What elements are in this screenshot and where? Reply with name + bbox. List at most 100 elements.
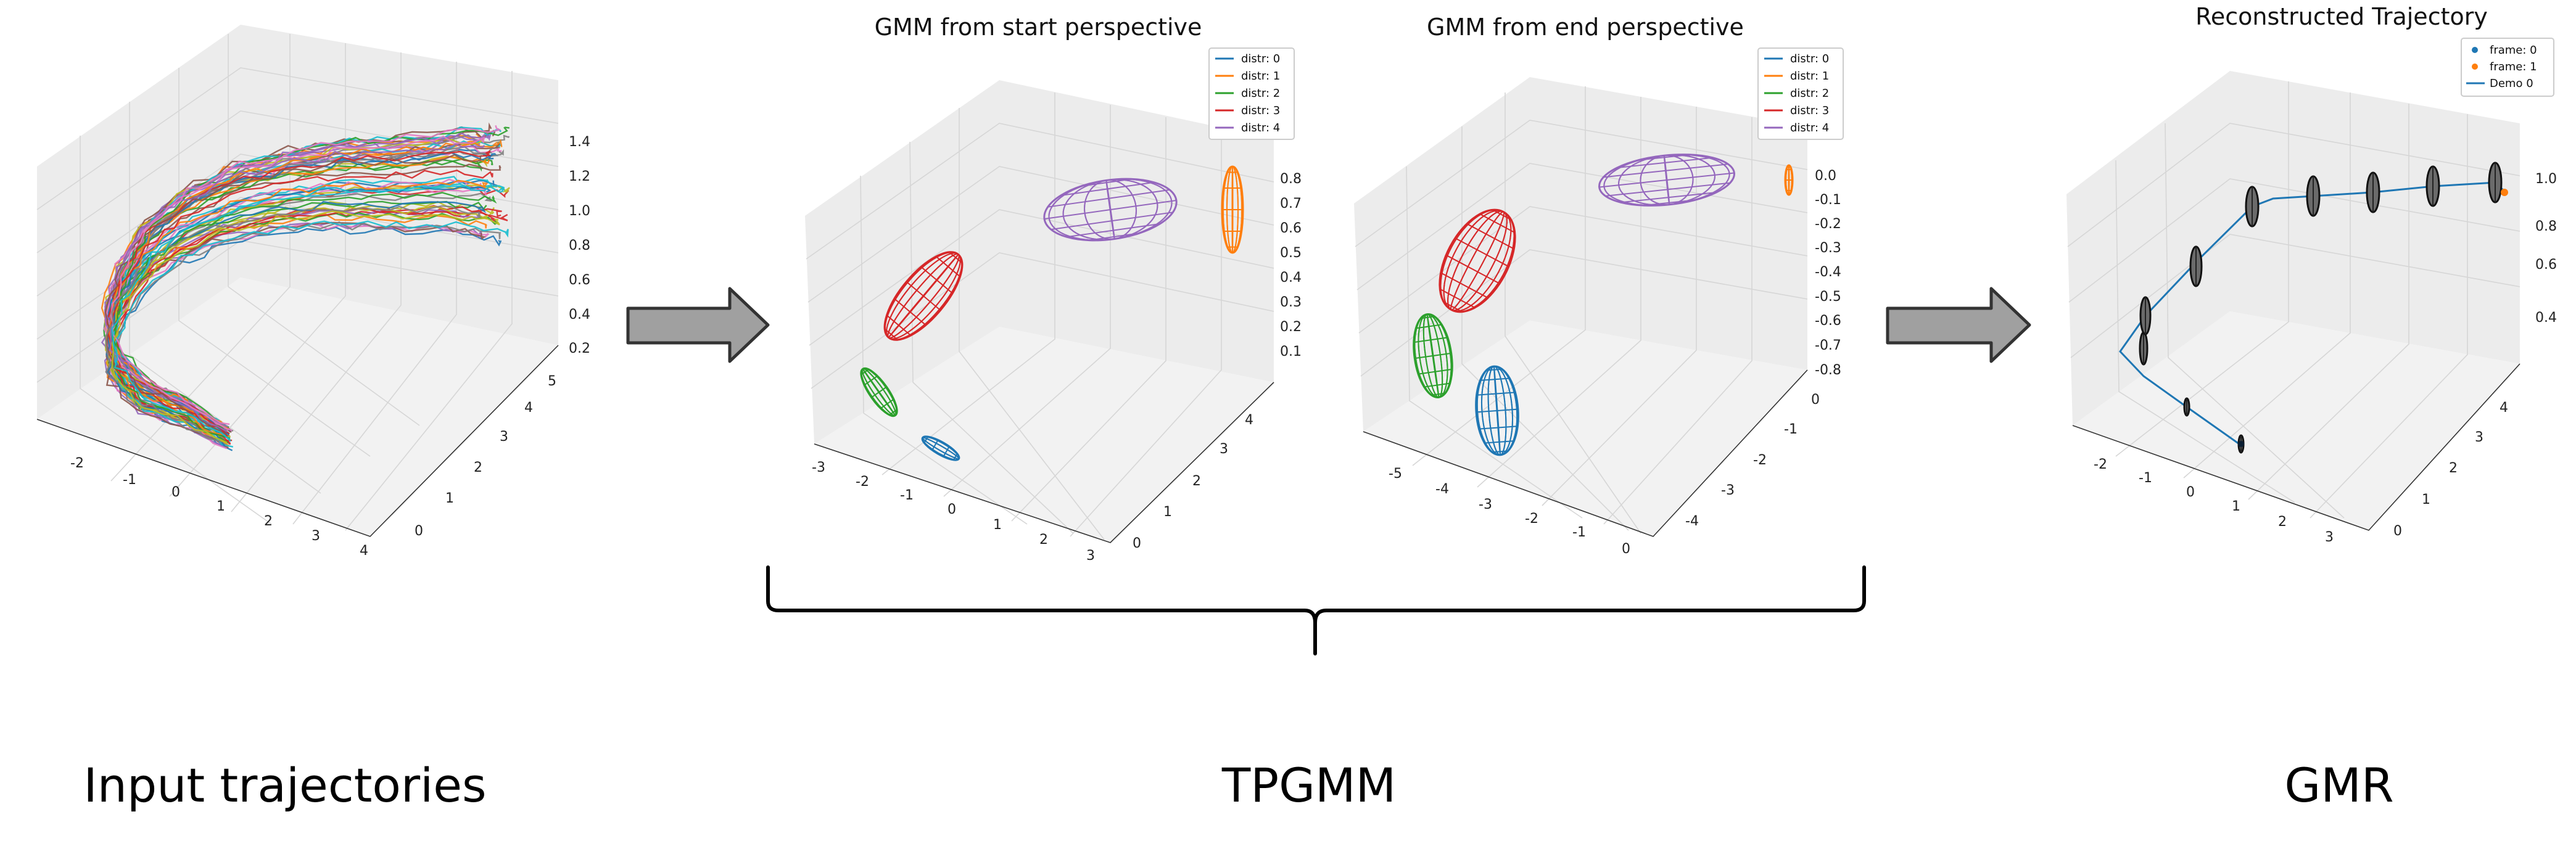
pane-back-wall: [1530, 77, 1807, 370]
ellipsoid-parallel: [1420, 316, 1435, 319]
x-tick-label: 0: [1622, 541, 1630, 557]
ellipsoid-meridian: [1048, 178, 1173, 241]
trajectory-line: [105, 221, 486, 449]
x-tick-label: 2: [264, 514, 273, 529]
x-tick-labels: -2 -1 0 1 2 3 4: [70, 456, 368, 559]
legend-entry: distr: 2: [1215, 87, 1280, 100]
y-tick-label: -3: [1721, 483, 1735, 498]
ellipsoid-parallel: [920, 266, 953, 294]
z-tick-label: 1.0: [2535, 171, 2557, 187]
legend-entry: distr: 1: [1764, 70, 1829, 83]
ellipsoid-parallel: [1492, 209, 1512, 221]
legend-box: [1208, 47, 1295, 140]
z-tick-label: -0.3: [1815, 240, 1841, 256]
frame-marker: [2501, 189, 2508, 196]
gaussian-ellipsoid: [1413, 313, 1453, 398]
pane-back-wall: [241, 25, 558, 345]
pane-floor: [37, 277, 558, 536]
z-tick-label: -0.6: [1815, 313, 1841, 329]
gaussian-ellipsoid: [1043, 178, 1178, 242]
ellipsoid-parallel: [1081, 178, 1132, 187]
y-tick-label: 4: [2500, 400, 2508, 416]
ellipsoid-parallel: [1466, 223, 1514, 250]
y-tick-label: 3: [1220, 441, 1228, 457]
legend-label: Demo 0: [2490, 77, 2533, 90]
x-tick-labels: -3 -2 -1 0 1 2 3: [812, 460, 1095, 564]
legend-entry: distr: 2: [1764, 87, 1829, 100]
pane-left-wall: [37, 25, 241, 419]
trajectory-line: [110, 125, 502, 425]
input-trajectory-lines: [101, 122, 510, 451]
ellipsoid-parallel: [1443, 301, 1463, 313]
legend-label: distr: 3: [1790, 104, 1829, 117]
legend: frame: 0 frame: 1 Demo 0: [2461, 38, 2554, 97]
legend-entry: distr: 3: [1215, 104, 1280, 117]
ellipsoid-parallel: [943, 446, 950, 457]
ellipsoid-meridian: [861, 368, 898, 417]
pane-left-wall: [1354, 77, 1530, 432]
x-tick-label: -1: [123, 472, 136, 488]
x-tick-label: 1: [217, 499, 225, 514]
x-tick-labels: -5 -4 -3 -2 -1 0: [1389, 466, 1630, 557]
pane-floor: [1363, 321, 1807, 536]
z-tick-label: 0.4: [569, 307, 590, 322]
ellipsoid-parallel: [1617, 157, 1713, 168]
x-tick-labels: -2 -1 0 1 2 3: [2094, 457, 2334, 545]
y-tick-label: 1: [1163, 504, 1172, 520]
legend-label: frame: 0: [2490, 44, 2537, 57]
z-tick-label: 0.8: [569, 238, 590, 253]
pane-floor: [814, 327, 1274, 543]
ellipsoid-parallel: [931, 440, 939, 451]
gmm-start-panel: GMM from start perspective -3 -2 -1 0 1 …: [805, 14, 1302, 564]
ellipsoid-parallel: [861, 369, 869, 376]
z-tick-label: 0.2: [569, 341, 590, 356]
x-tick-label: -1: [1572, 525, 1586, 540]
y-tick-labels: 0 1 2 3 4: [1133, 413, 1253, 551]
y-tick-label: 2: [2449, 461, 2458, 476]
legend-swatch: [2472, 47, 2478, 53]
y-tick-label: 2: [474, 460, 482, 475]
legend-label: distr: 0: [1241, 52, 1280, 65]
pane-left-wall: [2066, 71, 2230, 425]
ellipsoid-parallel: [1416, 324, 1442, 329]
x-tick-label: 3: [312, 528, 320, 544]
ellipsoid-meridian: [1222, 166, 1243, 253]
x-tick-label: 0: [2186, 485, 2195, 500]
z-tick-label: -0.1: [1815, 192, 1841, 208]
z-tick-label: 0.6: [1280, 221, 1302, 236]
gmm-end-ellipsoids: [1413, 154, 1794, 456]
y-tick-label: 3: [2475, 430, 2483, 445]
y-tick-label: 4: [1245, 413, 1253, 428]
legend-swatch: [2472, 64, 2478, 70]
caption-input-trajectories: Input trajectories: [83, 758, 486, 813]
legend-label: distr: 3: [1241, 104, 1280, 117]
y-tick-labels: 0 1 2 3 4 5: [415, 374, 556, 539]
z-tick-label: 0.4: [1280, 270, 1302, 285]
y-tick-labels: -4 -3 -2 -1 0: [1685, 392, 1820, 529]
ellipsoid-meridian: [922, 436, 960, 461]
legend: distr: 0 distr: 1 distr: 2 distr: 3 dist…: [1208, 47, 1295, 140]
gmm-start-ellipsoids: [860, 165, 1244, 461]
y-tick-label: 4: [524, 400, 533, 416]
x-tick-label: -1: [2139, 470, 2152, 486]
z-tick-label: 1.2: [569, 169, 590, 184]
ellipsoid-parallel: [906, 281, 941, 311]
x-tick-label: -1: [900, 488, 914, 503]
y-tick-label: -2: [1753, 453, 1767, 468]
ellipsoid-meridian: [1785, 165, 1793, 195]
z-tick-label: 0.4: [2535, 310, 2557, 326]
panel-title: GMM from end perspective: [1427, 14, 1744, 41]
legend-entry: frame: 0: [2472, 44, 2537, 57]
x-tick-label: 4: [360, 543, 368, 559]
legend-label: distr: 2: [1241, 87, 1280, 100]
z-tick-labels: 0.1 0.2 0.3 0.4 0.5 0.6 0.7 0.8: [1280, 171, 1302, 359]
y-tick-label: 5: [548, 374, 556, 389]
ellipsoid-parallel: [923, 436, 928, 443]
z-tick-labels: 0.2 0.4 0.6 0.8 1.0 1.2 1.4: [569, 134, 590, 356]
x-tick-label: 0: [171, 485, 180, 500]
pane-left-wall: [805, 80, 999, 444]
gmm-end-panel: GMM from end perspective -5 -4 -3 -2 -1 …: [1354, 14, 1844, 557]
x-tick-label: 1: [993, 517, 1002, 533]
trajectory-line: [110, 192, 497, 439]
